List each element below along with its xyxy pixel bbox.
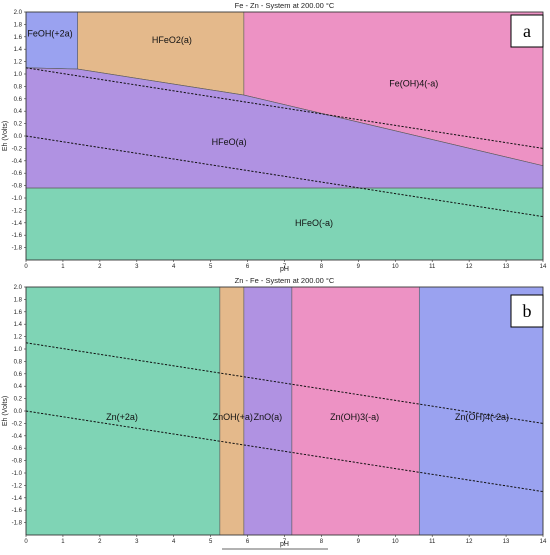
- chart-a-region-label-2: Fe(OH)4(-a): [389, 78, 438, 88]
- chart-a-ytick-label-18: -1.6: [12, 233, 23, 239]
- chart-b-ytick-label-11: -0.2: [12, 421, 23, 427]
- chart-a-region-label-4: HFeO(-a): [295, 218, 333, 228]
- chart-b-ytick-label-8: 0.4: [14, 384, 23, 390]
- chart-b-xtick-label-8: 8: [320, 539, 324, 545]
- chart-a-ytick-label-6: 0.8: [14, 84, 23, 90]
- chart-a-ytick-label-15: -1.0: [12, 196, 23, 202]
- chart-b-xtick-label-13: 13: [503, 539, 510, 545]
- chart-a-ytick-label-16: -1.2: [12, 208, 23, 214]
- chart-a-xlabel: pH: [280, 266, 289, 273]
- chart-b-ytick-label-16: -1.2: [12, 483, 23, 489]
- chart-a-xtick-label-8: 8: [320, 264, 324, 270]
- chart-b-xtick-label-11: 11: [429, 539, 436, 545]
- chart-a-ytick-label-17: -1.4: [12, 221, 23, 227]
- chart-b-region-label-2: ZnO(a): [254, 412, 283, 422]
- chart-b-ytick-label-12: -0.4: [12, 434, 23, 440]
- chart-b-ytick-label-9: 0.2: [14, 397, 23, 403]
- chart-a-ytick-label-7: 0.6: [14, 97, 23, 103]
- chart-a-ytick-label-10: 0.0: [14, 134, 23, 140]
- chart-b-xtick-label-10: 10: [392, 539, 399, 545]
- chart-b-xtick-label-1: 1: [61, 539, 65, 545]
- chart-a-ytick-label-12: -0.4: [12, 159, 23, 165]
- chart-a-ytick-label-3: 1.4: [14, 47, 23, 53]
- chart-b-title: Zn - Fe - System at 200.00 °C: [235, 276, 335, 285]
- chart-a-xtick-label-4: 4: [172, 264, 176, 270]
- chart-b-ytick-label-1: 1.8: [14, 297, 23, 303]
- chart-b-region-1: [219, 286, 245, 536]
- chart-a-xtick-label-3: 3: [135, 264, 139, 270]
- chart-b-ytick-label-18: -1.6: [12, 508, 23, 514]
- chart-b-ytick-label-17: -1.4: [12, 496, 23, 502]
- chart-a-ytick-label-5: 1.0: [14, 72, 23, 78]
- chart-a-xtick-label-7: 7: [283, 264, 287, 270]
- chart-a-ytick-label-13: -0.6: [12, 171, 23, 177]
- chart-a-region-4: [25, 187, 544, 261]
- chart-b-ytick-label-10: 0.0: [14, 409, 23, 415]
- chart-b-xtick-label-7: 7: [283, 539, 287, 545]
- chart-b-region-3: [291, 286, 420, 536]
- chart-a-ytick-label-1: 1.8: [14, 22, 23, 28]
- chart-b-ytick-label-6: 0.8: [14, 359, 23, 365]
- chart-a-xtick-label-13: 13: [503, 264, 510, 270]
- chart-a-xtick-label-14: 14: [540, 264, 547, 270]
- chart-b-ylabel: Eh (Volts): [2, 396, 9, 426]
- chart-a-xtick-label-1: 1: [61, 264, 65, 270]
- chart-b-xtick-label-4: 4: [172, 539, 176, 545]
- chart-a-xtick-label-0: 0: [24, 264, 28, 270]
- chart-a-xtick-label-10: 10: [392, 264, 399, 270]
- chart-a-ytick-label-2: 1.6: [14, 35, 23, 41]
- chart-b-ytick-label-19: -1.8: [12, 521, 23, 527]
- chart-b-ytick-label-5: 1.0: [14, 347, 23, 353]
- chart-a-region-label-1: HFeO2(a): [152, 35, 192, 45]
- chart-b-ytick-label-2: 1.6: [14, 310, 23, 316]
- chart-b-xtick-label-0: 0: [24, 539, 28, 545]
- chart-b-xtick-label-3: 3: [135, 539, 139, 545]
- chart-b-region-0: [25, 286, 221, 536]
- chart-a-ytick-label-4: 1.2: [14, 60, 23, 66]
- chart-b-badge: [510, 294, 544, 328]
- chart-a-xtick-label-6: 6: [246, 264, 250, 270]
- chart-a-xtick-label-12: 12: [466, 264, 473, 270]
- chart-b-xtick-label-14: 14: [540, 539, 547, 545]
- chart-b-region-label-3: Zn(OH)3(-a): [330, 412, 379, 422]
- chart-a-ytick-label-0: 2.0: [14, 10, 23, 16]
- chart-b-ytick-label-4: 1.2: [14, 335, 23, 341]
- chart-a-region-0: [25, 11, 78, 70]
- chart-b-ytick-label-0: 2.0: [14, 285, 23, 291]
- chart-b-xtick-label-2: 2: [98, 539, 102, 545]
- chart-a-badge: [510, 14, 544, 48]
- chart-a-xtick-label-11: 11: [429, 264, 436, 270]
- chart-b-ytick-label-14: -0.8: [12, 459, 23, 465]
- chart-b-region-label-4: Zn(OH)4(-2a): [455, 412, 509, 422]
- chart-b-region-label-1: ZnOH(+a): [213, 412, 253, 422]
- chart-a-ytick-label-14: -0.8: [12, 184, 23, 190]
- chart-a-region-label-3: HFeO(a): [212, 137, 247, 147]
- chart-b-ytick-label-15: -1.0: [12, 471, 23, 477]
- chart-a-xtick-label-2: 2: [98, 264, 102, 270]
- chart-b-xtick-label-6: 6: [246, 539, 250, 545]
- chart-b-region-2: [243, 286, 293, 536]
- chart-a-title: Fe - Zn - System at 200.00 °C: [235, 1, 335, 10]
- chart-a-region-label-0: FeOH(+2a): [27, 29, 72, 39]
- chart-a-ytick-label-11: -0.2: [12, 146, 23, 152]
- chart-b-xtick-label-9: 9: [357, 539, 361, 545]
- chart-b-ytick-label-7: 0.6: [14, 372, 23, 378]
- chart-a-xtick-label-9: 9: [357, 264, 361, 270]
- chart-a-badge-label: a: [523, 21, 531, 41]
- chart-a-ytick-label-19: -1.8: [12, 246, 23, 252]
- chart-b-xlabel: pH: [280, 541, 289, 548]
- chart-b-badge-label: b: [523, 301, 532, 321]
- chart-b-xtick-label-5: 5: [209, 539, 213, 545]
- chart-b-ytick-label-13: -0.6: [12, 446, 23, 452]
- chart-a-xtick-label-5: 5: [209, 264, 213, 270]
- chart-b-region-label-0: Zn(+2a): [106, 412, 138, 422]
- chart-a-ylabel: Eh (Volts): [2, 121, 9, 151]
- chart-a-ytick-label-9: 0.2: [14, 122, 23, 128]
- chart-b-ytick-label-3: 1.4: [14, 322, 23, 328]
- chart-a-ytick-label-8: 0.4: [14, 109, 23, 115]
- chart-b-xtick-label-12: 12: [466, 539, 473, 545]
